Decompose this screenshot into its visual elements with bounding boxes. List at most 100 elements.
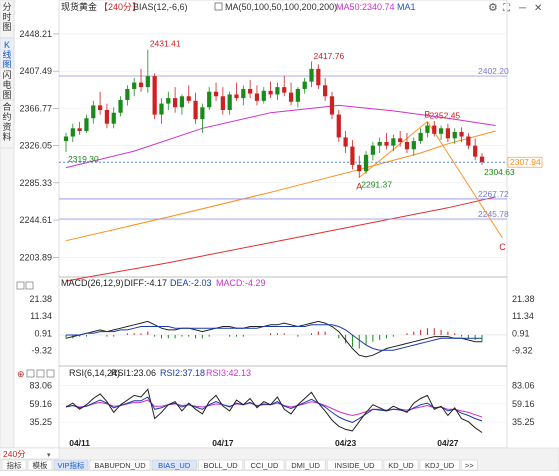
price-tick-label: 2285.33 bbox=[19, 178, 52, 188]
price-annotation: 2417.76 bbox=[314, 51, 345, 61]
candle-body bbox=[77, 128, 82, 132]
ma-toggle-icon[interactable] bbox=[214, 2, 223, 11]
minimize-icon[interactable]: ─ bbox=[518, 3, 527, 14]
candle-body bbox=[432, 125, 437, 134]
tab-heyue[interactable]: 合约资料 bbox=[0, 99, 15, 149]
candle-body bbox=[438, 128, 444, 134]
symbol-label: 现货黄金 bbox=[61, 1, 97, 12]
candle-body bbox=[309, 68, 314, 82]
candle-body bbox=[377, 142, 382, 146]
tab-shandian[interactable]: 闪电图 bbox=[0, 67, 15, 101]
candle-body bbox=[200, 107, 205, 120]
price-tick-label: 2244.61 bbox=[19, 215, 52, 225]
macd-axis: 21.38 21.38 11.34 11.34 0.91 0.91 -9.32 -9.32 bbox=[29, 294, 534, 356]
tab-fenshi-label: 分时图 bbox=[2, 2, 11, 32]
header-icons: ⚙ ⛶ ─ ✕ bbox=[488, 2, 542, 14]
period-selector[interactable]: 240分 ▾ bbox=[0, 447, 60, 460]
rsi1-line bbox=[65, 388, 483, 433]
rsi1-value: RSI1:23.06 bbox=[111, 368, 156, 378]
price-tick-label: 2326.05 bbox=[19, 141, 52, 151]
candle-body bbox=[84, 118, 89, 132]
indicator-tab-label: BABUPDN_UD bbox=[94, 461, 146, 470]
candle-body bbox=[288, 92, 294, 102]
rsi-axis: 83.06 83.06 59.16 59.16 35.25 35.25 bbox=[29, 380, 534, 427]
period-label: 【240分】 bbox=[99, 2, 141, 12]
period-selector-label: 240分 bbox=[3, 449, 26, 459]
candlestick-series bbox=[63, 49, 485, 178]
candle-body bbox=[316, 68, 321, 86]
price-tick-label: 2407.49 bbox=[19, 66, 52, 76]
candle-body bbox=[350, 146, 355, 165]
rsi-maximize-icon[interactable] bbox=[36, 369, 45, 378]
indicator-tab[interactable] bbox=[419, 459, 460, 471]
indicator-tab[interactable] bbox=[53, 459, 89, 471]
indicator-tabs: 指标 模板 VIP指标 BABUPDN_UD BIAS_UD BOLL_UD CCI_UD D… bbox=[1, 459, 478, 471]
tab-fenshi[interactable]: 分时图 bbox=[0, 0, 15, 39]
candle-body bbox=[391, 138, 396, 146]
date-axis: 04/11 04/17 04/23 04/27 bbox=[69, 438, 459, 448]
candle-body bbox=[104, 110, 110, 124]
indicator-tab[interactable] bbox=[1, 459, 27, 471]
macd-header: MACD(26,12,9) DIFF:-4.17 DEA:-2.03 MACD:… bbox=[61, 278, 266, 288]
indicator-tab[interactable] bbox=[285, 459, 326, 471]
wave-segment bbox=[427, 121, 503, 239]
candle-body bbox=[357, 164, 362, 172]
level-label: 2267.72 bbox=[478, 189, 509, 199]
date-tick-label: 04/11 bbox=[69, 438, 90, 448]
rsi-crosshair-icon[interactable]: ⊕ bbox=[17, 369, 25, 379]
indicator-tab-label: DMI_UD bbox=[291, 461, 320, 470]
candle-body bbox=[479, 156, 485, 163]
indicator-tab[interactable] bbox=[383, 459, 419, 471]
price-annotations: 2431.41 2417.76 2319.30 2291.37 2352.45 2304.… bbox=[68, 38, 515, 189]
price-tick-label: 2366.77 bbox=[19, 103, 52, 113]
price-tick-label: 2448.21 bbox=[19, 29, 52, 39]
ma1-label: MA1 bbox=[397, 2, 416, 12]
gear-icon[interactable]: ⚙ bbox=[488, 2, 498, 14]
bias-label: BIAS(12,-6,6) bbox=[133, 2, 188, 12]
candle-body bbox=[132, 82, 137, 89]
wave-label: B bbox=[424, 109, 430, 119]
candle-body bbox=[159, 103, 164, 115]
tab-kline[interactable]: K 线图 bbox=[0, 37, 15, 70]
rsi-tick-label: 83.06 bbox=[29, 380, 52, 390]
rsi-settings-icon[interactable] bbox=[46, 369, 55, 378]
candle-body bbox=[282, 87, 287, 93]
candle-body bbox=[152, 76, 157, 115]
rsi-tick-label-right: 83.06 bbox=[512, 380, 535, 390]
candle-body bbox=[63, 136, 69, 142]
indicator-tab[interactable] bbox=[244, 459, 285, 471]
price-annotation: 2304.63 bbox=[484, 167, 515, 177]
indicator-tab[interactable] bbox=[89, 459, 151, 471]
indicator-tab[interactable] bbox=[326, 459, 383, 471]
candle-body bbox=[336, 114, 341, 138]
macd-maximize-icon[interactable] bbox=[25, 281, 34, 290]
macd-tick-label: 0.91 bbox=[34, 328, 52, 338]
candle-body bbox=[179, 96, 185, 108]
main-header: 现货黄金 【240分】 BIAS(12,-6,6) MA(50,100,50,1… bbox=[61, 1, 416, 12]
indicator-tab[interactable] bbox=[151, 459, 197, 471]
macd-label: MACD(26,12,9) bbox=[61, 278, 124, 288]
candle-body bbox=[220, 96, 225, 110]
candle-body bbox=[302, 81, 307, 89]
candle-body bbox=[473, 145, 478, 157]
close-icon[interactable]: ✕ bbox=[534, 3, 542, 14]
candle-body bbox=[295, 88, 300, 102]
candle-body bbox=[138, 82, 144, 88]
expand-icon[interactable]: ⛶ bbox=[502, 3, 511, 14]
macd-close-icon[interactable] bbox=[16, 281, 25, 290]
candle-body bbox=[459, 131, 464, 137]
indicator-tab-label: VIP指标 bbox=[57, 460, 85, 470]
candle-body bbox=[241, 88, 246, 99]
candle-body bbox=[466, 136, 471, 146]
indicator-tab[interactable] bbox=[27, 459, 53, 471]
candle-body bbox=[227, 94, 232, 110]
candle-body bbox=[343, 137, 348, 147]
candle-body bbox=[125, 88, 130, 100]
macd-dea: DEA:-2.03 bbox=[170, 278, 212, 288]
indicator-tab[interactable] bbox=[198, 459, 244, 471]
candle-body bbox=[261, 90, 266, 101]
candle-body bbox=[323, 85, 328, 97]
rsi-close-icon[interactable] bbox=[26, 369, 35, 378]
indicator-tab[interactable] bbox=[460, 459, 478, 471]
